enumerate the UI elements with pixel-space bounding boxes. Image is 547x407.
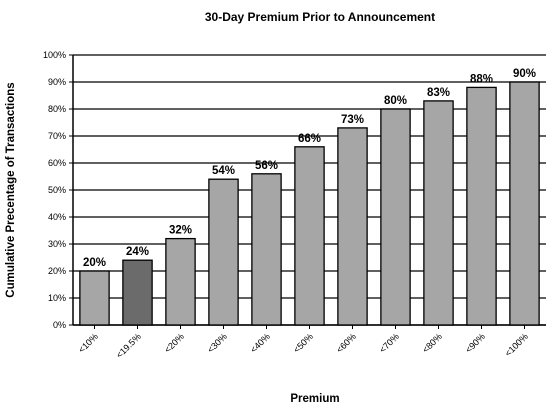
- bar: [337, 127, 368, 326]
- x-tick-label: <19.5%: [114, 331, 143, 360]
- data-label: 24%: [126, 246, 149, 258]
- x-tick-label: <90%: [463, 331, 487, 355]
- data-label: 90%: [513, 68, 536, 80]
- bar: [122, 259, 153, 326]
- data-label: 80%: [384, 95, 407, 107]
- bar: [509, 81, 540, 326]
- bar: [165, 237, 196, 326]
- x-tick-label: <100%: [503, 331, 530, 358]
- data-label: 73%: [341, 114, 364, 126]
- x-tick-label: <20%: [162, 331, 186, 355]
- data-label: 54%: [212, 165, 235, 177]
- y-tick-label: 60%: [48, 158, 66, 168]
- y-tick-label: 50%: [48, 185, 66, 195]
- data-label: 20%: [83, 257, 106, 269]
- data-label: 88%: [470, 73, 493, 85]
- chart-title: 30-Day Premium Prior to Announcement: [204, 10, 436, 24]
- x-tick-label: <30%: [205, 331, 229, 355]
- data-label: 83%: [427, 87, 450, 99]
- y-tick-label: 80%: [48, 104, 66, 114]
- y-tick-label: 40%: [48, 212, 66, 222]
- y-tick-label: 0%: [53, 320, 66, 330]
- x-tick-label: <50%: [291, 331, 315, 355]
- y-tick-label: 90%: [48, 77, 66, 87]
- y-tick-label: 20%: [48, 266, 66, 276]
- x-tick-label: <80%: [420, 331, 444, 355]
- y-tick-label: 70%: [48, 131, 66, 141]
- y-tick-label: 10%: [48, 293, 66, 303]
- bar: [423, 100, 454, 326]
- bar: [380, 108, 411, 326]
- x-tick-label: <40%: [248, 331, 272, 355]
- bar: [79, 270, 110, 326]
- bar: [466, 86, 497, 326]
- data-label: 66%: [298, 133, 321, 145]
- x-tick-label: <60%: [334, 331, 358, 355]
- data-label: 56%: [255, 160, 278, 172]
- bar: [208, 178, 239, 326]
- y-tick-label: 100%: [43, 50, 66, 60]
- x-tick-label: <10%: [76, 331, 100, 355]
- x-tick-label: <70%: [377, 331, 401, 355]
- x-axis-title: Premium: [290, 393, 340, 405]
- bar: [251, 173, 282, 326]
- bar: [294, 146, 325, 326]
- data-label: 32%: [169, 225, 192, 237]
- y-tick-label: 30%: [48, 239, 66, 249]
